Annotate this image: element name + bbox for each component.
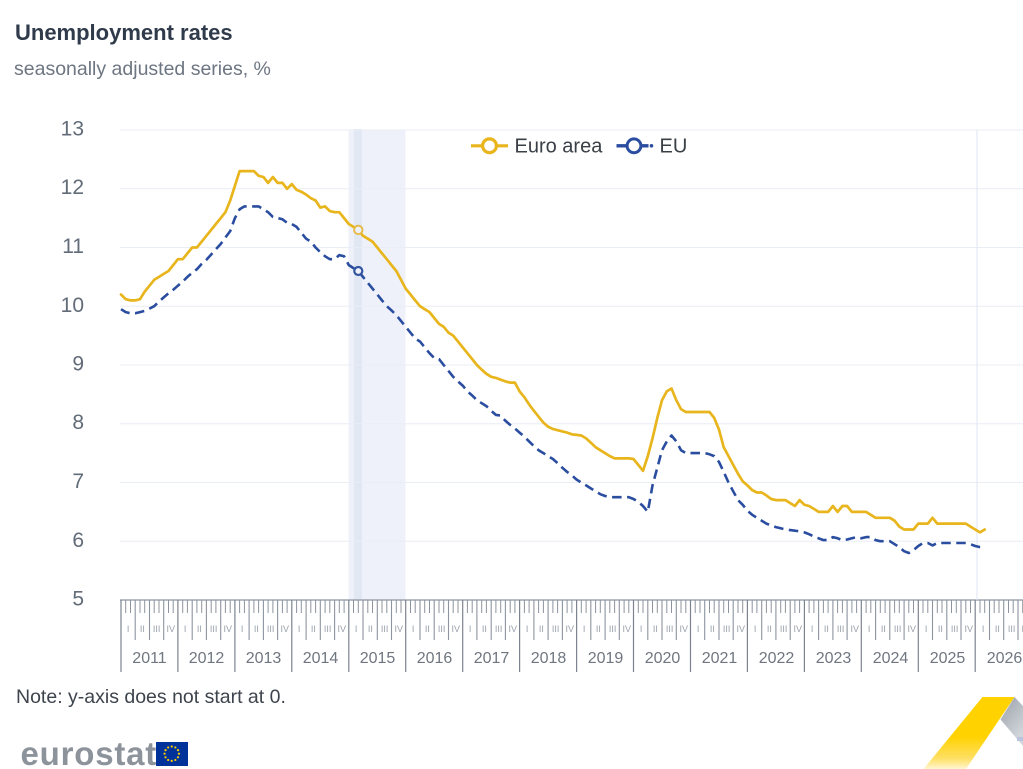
- svg-text:II: II: [767, 624, 772, 634]
- svg-text:I: I: [127, 624, 130, 634]
- svg-text:IV: IV: [908, 624, 917, 634]
- svg-text:II: II: [710, 624, 715, 634]
- svg-text:IV: IV: [851, 624, 860, 634]
- svg-text:seasonally adjusted series, %: seasonally adjusted series, %: [14, 58, 271, 80]
- svg-text:II: II: [881, 624, 886, 634]
- svg-text:III: III: [438, 624, 446, 634]
- svg-text:10: 10: [61, 294, 84, 317]
- svg-text:II: II: [197, 624, 202, 634]
- svg-text:II: II: [482, 624, 487, 634]
- svg-text:IV: IV: [680, 624, 689, 634]
- svg-text:IV: IV: [281, 624, 290, 634]
- svg-text:I: I: [469, 624, 472, 634]
- svg-text:III: III: [723, 624, 731, 634]
- svg-text:2019: 2019: [588, 650, 624, 667]
- svg-text:II: II: [140, 624, 145, 634]
- svg-text:III: III: [1008, 624, 1016, 634]
- svg-text:IV: IV: [452, 624, 461, 634]
- svg-text:III: III: [210, 624, 218, 634]
- svg-text:II: II: [311, 624, 316, 634]
- svg-text:III: III: [552, 624, 560, 634]
- svg-text:I: I: [184, 624, 187, 634]
- svg-text:I: I: [868, 624, 871, 634]
- svg-text:I: I: [526, 624, 529, 634]
- svg-text:I: I: [811, 624, 814, 634]
- svg-text:2017: 2017: [474, 650, 510, 667]
- svg-text:I: I: [697, 624, 700, 634]
- svg-text:5: 5: [72, 588, 84, 611]
- svg-text:III: III: [837, 624, 845, 634]
- svg-text:EU: EU: [660, 135, 688, 157]
- svg-text:IV: IV: [509, 624, 518, 634]
- svg-text:I: I: [412, 624, 415, 634]
- svg-text:II: II: [995, 624, 1000, 634]
- svg-text:II: II: [254, 624, 259, 634]
- svg-text:IV: IV: [566, 624, 575, 634]
- svg-text:II: II: [653, 624, 658, 634]
- svg-text:III: III: [894, 624, 902, 634]
- svg-text:IV: IV: [737, 624, 746, 634]
- svg-text:2023: 2023: [816, 650, 852, 667]
- svg-text:II: II: [539, 624, 544, 634]
- svg-text:III: III: [609, 624, 617, 634]
- svg-text:IV: IV: [1022, 624, 1023, 634]
- svg-text:2026: 2026: [987, 650, 1023, 667]
- svg-text:2024: 2024: [873, 650, 909, 667]
- svg-text:IV: IV: [794, 624, 803, 634]
- svg-text:I: I: [925, 624, 928, 634]
- svg-text:IV: IV: [167, 624, 176, 634]
- svg-text:I: I: [583, 624, 586, 634]
- svg-text:III: III: [780, 624, 788, 634]
- svg-text:I: I: [241, 624, 244, 634]
- svg-text:III: III: [495, 624, 503, 634]
- svg-text:III: III: [153, 624, 161, 634]
- svg-text:2021: 2021: [702, 650, 738, 667]
- svg-text:2012: 2012: [189, 650, 225, 667]
- svg-text:Note: y-axis does not start at: Note: y-axis does not start at 0.: [16, 686, 286, 708]
- svg-text:2020: 2020: [645, 650, 681, 667]
- svg-text:I: I: [754, 624, 757, 634]
- svg-text:11: 11: [62, 235, 84, 258]
- svg-text:I: I: [298, 624, 301, 634]
- svg-text:IV: IV: [965, 624, 974, 634]
- svg-text:2018: 2018: [531, 650, 567, 667]
- svg-text:IV: IV: [623, 624, 632, 634]
- svg-text:II: II: [368, 624, 373, 634]
- svg-text:6: 6: [72, 529, 84, 552]
- svg-text:III: III: [951, 624, 959, 634]
- svg-text:Unemployment rates: Unemployment rates: [15, 20, 233, 45]
- svg-text:2011: 2011: [132, 650, 167, 667]
- svg-text:II: II: [824, 624, 829, 634]
- svg-text:I: I: [355, 624, 358, 634]
- svg-text:7: 7: [72, 470, 84, 493]
- svg-text:eurostat: eurostat: [21, 735, 158, 769]
- svg-text:II: II: [425, 624, 430, 634]
- svg-text:8: 8: [72, 411, 84, 434]
- svg-text:2022: 2022: [759, 650, 795, 667]
- svg-text:IV: IV: [224, 624, 233, 634]
- svg-text:III: III: [666, 624, 674, 634]
- svg-text:I: I: [640, 624, 643, 634]
- svg-text:III: III: [267, 624, 275, 634]
- svg-text:2013: 2013: [246, 650, 282, 667]
- svg-text:II: II: [596, 624, 601, 634]
- svg-text:III: III: [324, 624, 332, 634]
- svg-text:IV: IV: [395, 624, 404, 634]
- svg-text:9: 9: [72, 353, 84, 376]
- svg-text:II: II: [938, 624, 943, 634]
- svg-text:IV: IV: [338, 624, 347, 634]
- svg-text:2016: 2016: [417, 650, 453, 667]
- svg-text:2014: 2014: [303, 650, 339, 667]
- svg-text:13: 13: [61, 118, 84, 141]
- svg-text:I: I: [982, 624, 985, 634]
- svg-text:2025: 2025: [930, 650, 966, 667]
- svg-text:12: 12: [61, 176, 84, 199]
- svg-text:Euro area: Euro area: [515, 135, 604, 157]
- svg-text:III: III: [381, 624, 389, 634]
- svg-text:2015: 2015: [360, 650, 396, 667]
